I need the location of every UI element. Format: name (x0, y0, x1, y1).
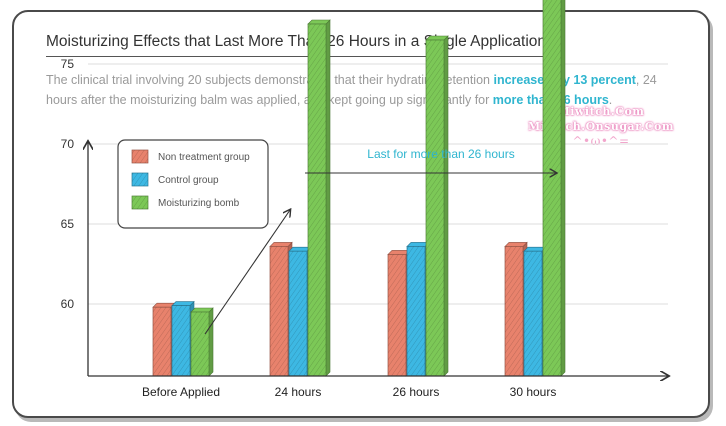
bar-hatch (388, 254, 406, 376)
bar-top (190, 307, 214, 313)
bar (542, 0, 566, 377)
description-text-3: . (608, 93, 613, 107)
bar-hatch (289, 251, 307, 376)
x-tick-label: 30 hours (510, 385, 557, 399)
y-tick-label: 70 (61, 137, 75, 151)
legend-box (117, 139, 269, 229)
legend-label: Moisturizing bomb (158, 198, 240, 209)
bar (425, 35, 449, 377)
bar-hatch (270, 246, 288, 376)
bar-hatch (172, 305, 190, 376)
bar-top (269, 242, 293, 247)
x-tick-label: Before Applied (142, 385, 220, 399)
description-text-2: , 24 hours after the moisturizing balm w… (46, 73, 657, 107)
bar-hatch (543, 0, 561, 377)
bar-hatch (407, 246, 425, 376)
x-tick-label: 24 hours (275, 385, 322, 399)
bar-hatch (191, 312, 209, 376)
bar (307, 19, 331, 377)
y-tick-label: 75 (61, 57, 75, 71)
legend-swatch-hatch (132, 173, 148, 186)
watermark-line-1: Miwitch.Com (557, 105, 645, 118)
bar-hatch (426, 40, 444, 376)
bar-side (208, 307, 214, 377)
y-tick-label: 60 (61, 297, 75, 311)
bar-hatch (505, 246, 523, 376)
annotation-text: Last for more than 26 hours (367, 147, 514, 161)
title-underline (46, 56, 546, 57)
legend-label: Control group (158, 175, 219, 186)
bars-layer (152, 0, 566, 377)
x-tick-label: 26 hours (393, 385, 440, 399)
chart-description: The clinical trial involving 20 subjects… (46, 70, 676, 110)
legend-swatch-hatch (132, 150, 148, 163)
bar-top (425, 35, 449, 41)
bar-side (560, 0, 566, 377)
bar-top (504, 242, 528, 247)
annotations: Last for more than 26 hours (204, 147, 556, 335)
bar-side (325, 19, 331, 377)
bar-hatch (308, 24, 326, 376)
bar-top (171, 301, 195, 306)
trend-arrow (204, 210, 290, 335)
bar (504, 241, 528, 377)
legend: Non treatment group Control group Moisturi… (117, 139, 269, 229)
bar-side (443, 35, 449, 377)
description-text-1: The clinical trial involving 20 subjects… (46, 73, 494, 87)
bar-hatch (153, 307, 171, 376)
legend-label: Non treatment group (158, 152, 250, 163)
bar-hatch (524, 251, 542, 376)
legend-swatch-hatch (132, 196, 148, 209)
bar (523, 246, 547, 377)
y-tick-label: 65 (61, 217, 75, 231)
bar-top (307, 19, 331, 25)
chart-title: Moisturizing Effects that Last More Than… (46, 33, 547, 50)
bar (171, 300, 195, 377)
bar (190, 307, 214, 377)
